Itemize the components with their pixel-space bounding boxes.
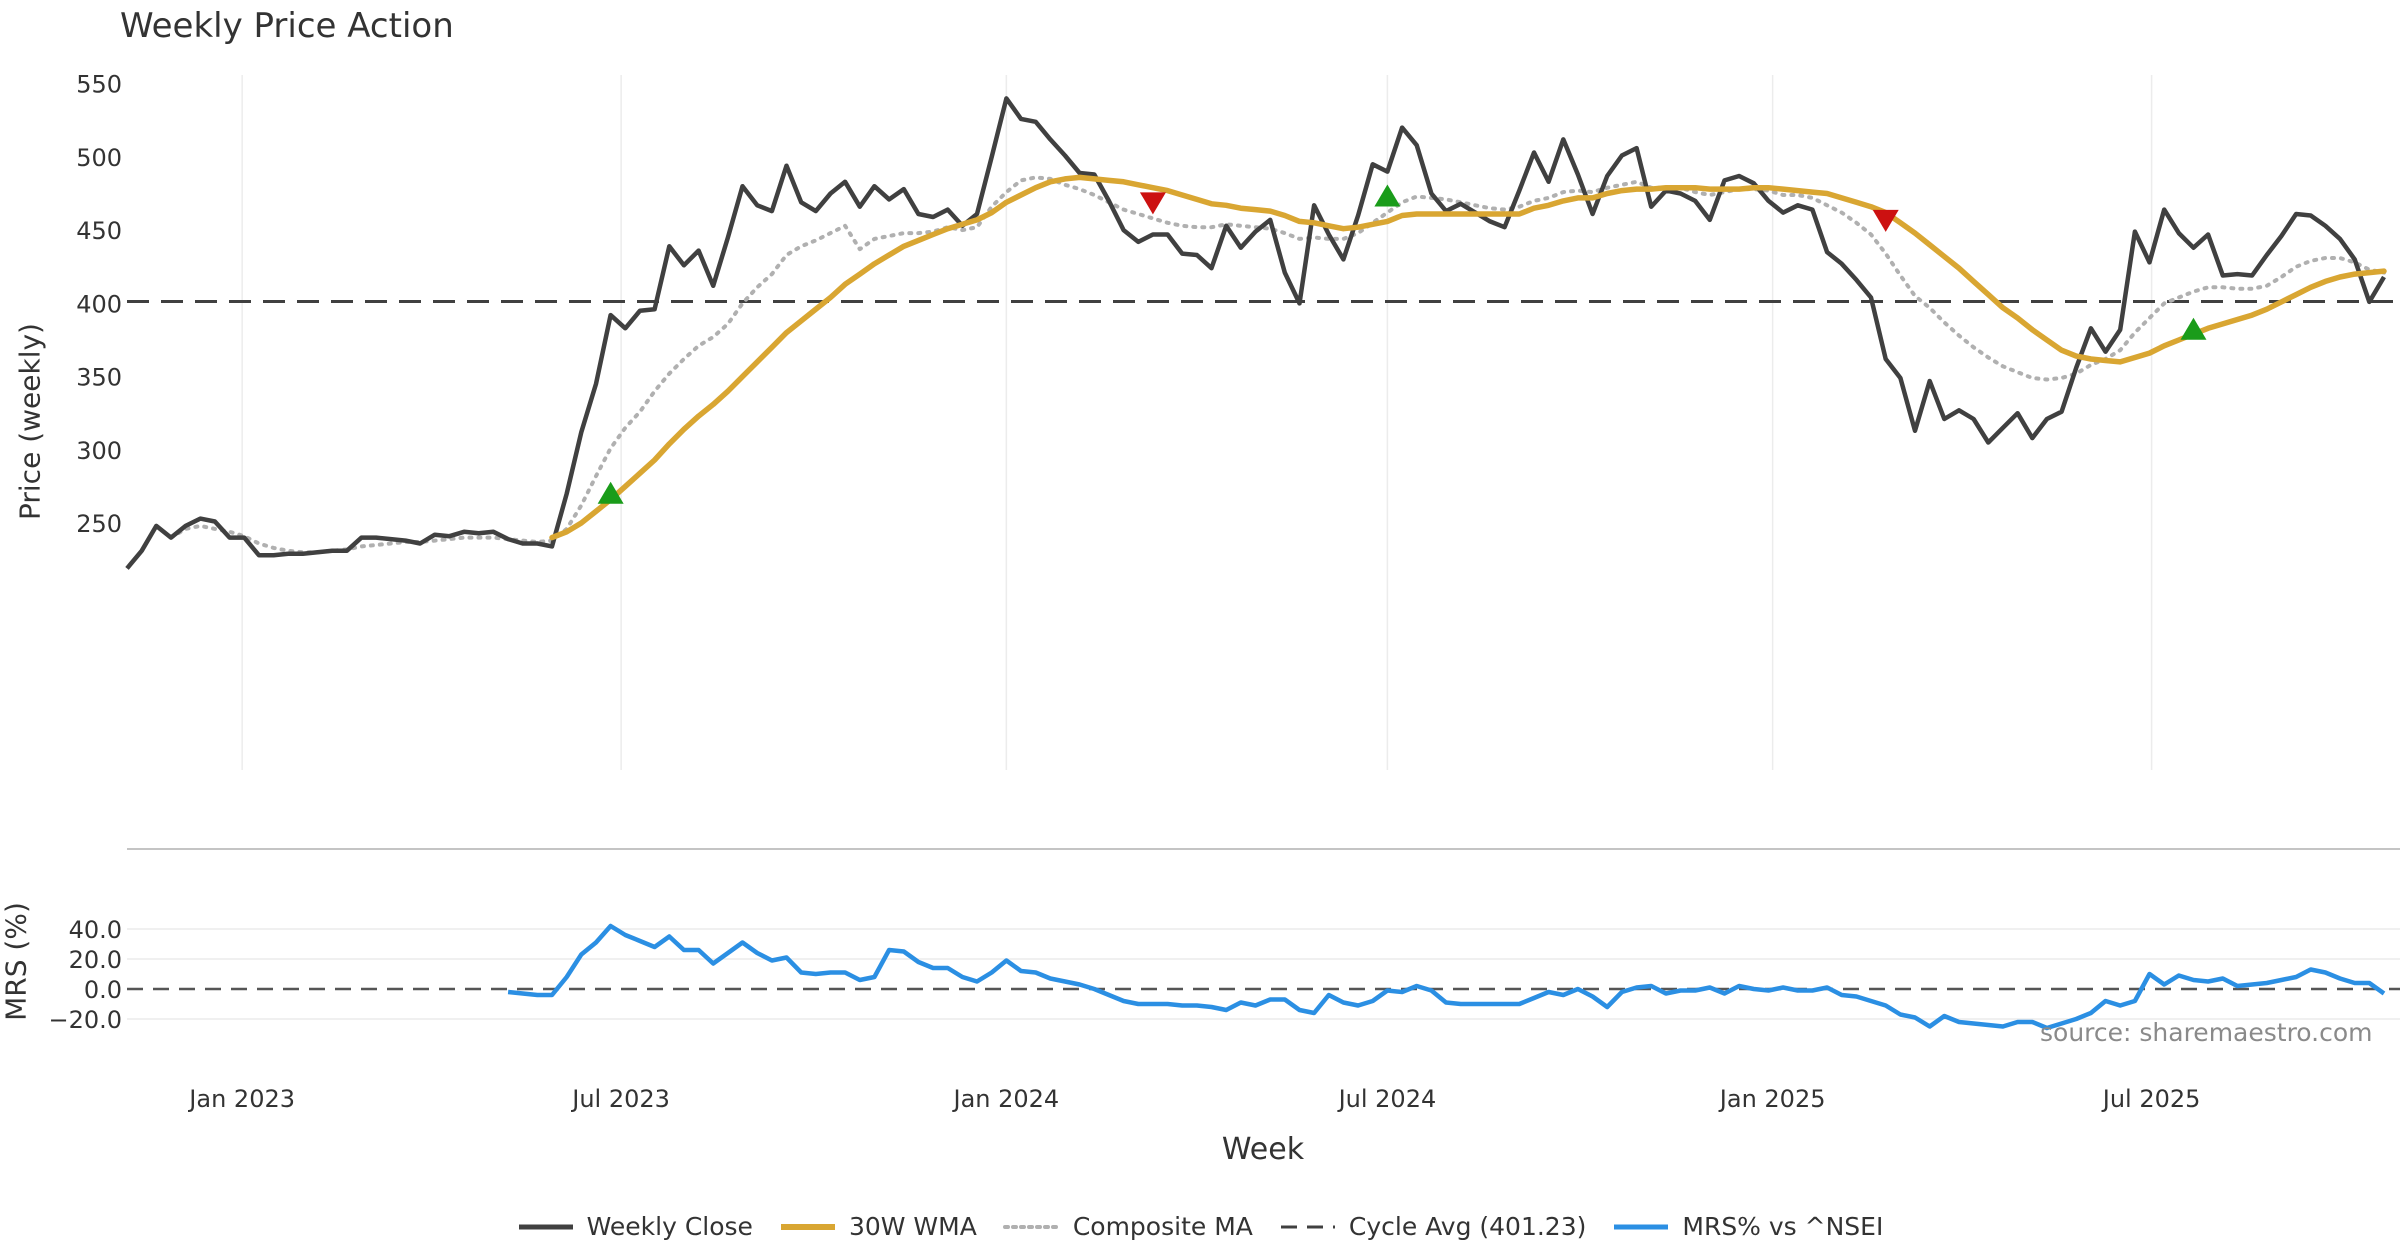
price-y-axis-label: Price (weekly) (13, 323, 47, 520)
mrs-y-tick-label: 40.0 (69, 916, 122, 944)
price-y-tick-label: 300 (76, 437, 122, 465)
legend-label: Weekly Close (586, 1212, 753, 1241)
legend-item-cycle-avg[interactable]: Cycle Avg (401.23) (1279, 1212, 1587, 1241)
price-y-tick-label: 400 (76, 290, 122, 318)
legend-item-30w-wma[interactable]: 30W WMA (779, 1212, 977, 1241)
price-grid (241, 75, 2153, 770)
legend-swatch-cycle-avg (1280, 1225, 1335, 1228)
legend-swatch-mrs (1614, 1224, 1669, 1229)
x-tick-label: Jul 2023 (570, 1085, 670, 1113)
price-y-tick-label: 500 (76, 144, 122, 172)
legend-label: Composite MA (1072, 1212, 1253, 1241)
legend-swatch-30w-wma (780, 1223, 835, 1230)
mrs-y-tick-label: −20.0 (48, 1006, 122, 1034)
composite-ma-line (169, 175, 2386, 555)
price-y-tick-label: 250 (76, 510, 122, 538)
mrs-plot: −20.00.020.040.0 (48, 848, 2400, 1034)
wma-30w-line (549, 174, 2387, 541)
price-series (125, 96, 2400, 570)
legend-label: MRS% vs ^NSEI (1682, 1212, 1884, 1241)
price-plot: 250 300 350 400 450 500 550 (76, 71, 2400, 770)
x-tick-label: Jan 2024 (951, 1085, 1059, 1113)
price-y-ticks: 250 300 350 400 450 500 550 (76, 71, 122, 538)
legend-item-composite-ma[interactable]: Composite MA (1002, 1212, 1253, 1241)
mrs-y-tick-label: 20.0 (69, 946, 122, 974)
mrs-line (507, 923, 2386, 1031)
mrs-y-axis-label: MRS (%) (0, 902, 33, 1021)
weekly-close-line (125, 96, 2386, 570)
x-tick-label: Jul 2025 (2101, 1085, 2201, 1113)
sell-signal-marker (1139, 192, 1166, 215)
mrs-y-tick-label: 0.0 (84, 976, 122, 1004)
buy-signal-marker (1374, 184, 1401, 207)
x-ticks: Jan 2023 Jul 2023 Jan 2024 Jul 2024 Jan 2025… (187, 1085, 2200, 1113)
chart-title: Weekly Price Action (120, 6, 454, 46)
legend: Weekly Close 30W WMA Composite MA Cycle … (0, 1212, 2400, 1241)
x-axis-label: Week (1221, 1132, 1305, 1167)
price-y-tick-label: 450 (76, 217, 122, 245)
price-y-tick-label: 350 (76, 364, 122, 392)
legend-label: 30W WMA (848, 1212, 977, 1241)
legend-item-weekly-close[interactable]: Weekly Close (517, 1212, 753, 1241)
mrs-y-ticks: −20.00.020.040.0 (48, 916, 122, 1034)
x-tick-label: Jul 2024 (1337, 1085, 1437, 1113)
x-tick-label: Jan 2023 (187, 1085, 295, 1113)
legend-item-mrs[interactable]: MRS% vs ^NSEI (1612, 1212, 1883, 1241)
x-tick-label: Jan 2025 (1718, 1085, 1826, 1113)
source-note: source: sharemaestro.com (2040, 1018, 2373, 1047)
mrs-series (507, 923, 2386, 1031)
signal-markers (597, 184, 2207, 504)
buy-signal-marker (597, 481, 624, 504)
price-y-tick-label: 550 (76, 71, 122, 99)
buy-signal-marker (2180, 317, 2207, 340)
mrs-grid (127, 848, 2400, 1020)
sell-signal-marker (1872, 209, 1899, 232)
legend-swatch-composite-ma (1002, 1224, 1061, 1229)
legend-label: Cycle Avg (401.23) (1348, 1212, 1587, 1241)
legend-swatch-weekly-close (518, 1224, 573, 1229)
